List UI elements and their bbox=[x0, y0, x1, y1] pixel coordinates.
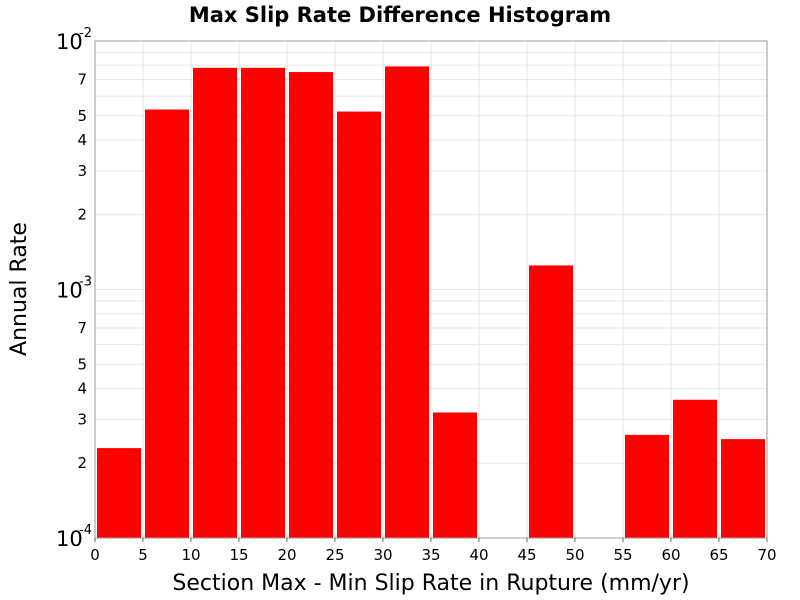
y-minor-tick-label: 4 bbox=[77, 379, 87, 397]
y-major-tick-exponent: -2 bbox=[79, 26, 92, 41]
histogram-bar bbox=[97, 448, 141, 538]
y-minor-tick-label: 5 bbox=[77, 355, 87, 373]
x-tick-label: 10 bbox=[181, 546, 200, 564]
grid-lines bbox=[94, 41, 768, 539]
histogram-bar bbox=[673, 399, 717, 538]
y-minor-tick-label: 2 bbox=[77, 454, 87, 472]
x-tick-label: 0 bbox=[90, 546, 100, 564]
y-minor-tick-label: 7 bbox=[77, 319, 87, 337]
histogram-bar bbox=[337, 111, 381, 538]
histogram-bar bbox=[721, 439, 765, 538]
y-minor-tick-label: 3 bbox=[77, 410, 87, 428]
bars bbox=[97, 66, 765, 539]
x-axis-ticks: 0 5 10 15 20 25 30 35 40 45 50 55 60 65 70 bbox=[90, 538, 777, 564]
x-tick-label: 5 bbox=[138, 546, 148, 564]
histogram-bar bbox=[289, 72, 333, 539]
x-tick-label: 30 bbox=[373, 546, 392, 564]
y-minor-tick-label: 4 bbox=[77, 131, 87, 149]
y-minor-tick-label: 5 bbox=[77, 107, 87, 125]
x-tick-label: 45 bbox=[517, 546, 536, 564]
x-tick-label: 70 bbox=[757, 546, 776, 564]
histogram-bar bbox=[625, 434, 669, 538]
x-tick-label: 55 bbox=[613, 546, 632, 564]
x-tick-label: 35 bbox=[421, 546, 440, 564]
y-minor-tick-label: 3 bbox=[77, 162, 87, 180]
x-tick-label: 50 bbox=[565, 546, 584, 564]
x-tick-label: 20 bbox=[277, 546, 296, 564]
x-tick-label: 15 bbox=[229, 546, 248, 564]
y-major-tick-exponent: -4 bbox=[79, 523, 92, 538]
histogram-bar bbox=[193, 67, 237, 539]
y-major-tick-label: 10 bbox=[56, 527, 83, 551]
histogram-bar bbox=[385, 66, 429, 538]
histogram-bar bbox=[241, 67, 285, 539]
x-tick-label: 40 bbox=[469, 546, 488, 564]
y-axis-label: Annual Rate bbox=[7, 222, 32, 356]
y-major-tick-exponent: -3 bbox=[79, 275, 92, 290]
x-axis-label: Section Max - Min Slip Rate in Rupture (… bbox=[172, 571, 689, 596]
histogram-bar bbox=[145, 109, 189, 538]
y-minor-tick-label: 2 bbox=[77, 206, 87, 224]
y-major-tick-label: 10 bbox=[56, 279, 83, 303]
chart-title: Max Slip Rate Difference Histogram bbox=[189, 3, 611, 27]
x-tick-label: 25 bbox=[325, 546, 344, 564]
x-tick-label: 65 bbox=[709, 546, 728, 564]
y-major-tick-label: 10 bbox=[56, 30, 83, 54]
histogram-bar bbox=[433, 412, 477, 538]
y-minor-tick-label: 7 bbox=[77, 70, 87, 88]
x-tick-label: 60 bbox=[661, 546, 680, 564]
histogram-bar bbox=[529, 265, 573, 538]
